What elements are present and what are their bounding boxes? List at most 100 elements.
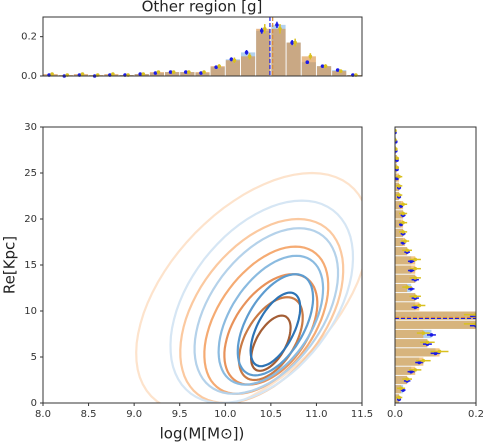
bar (395, 302, 420, 311)
error-bar (409, 294, 421, 299)
y-tick-label: 15 (24, 260, 37, 271)
error-point (417, 360, 422, 365)
error-point (401, 211, 405, 216)
error-point (50, 72, 54, 76)
bar (241, 56, 256, 76)
y-tick-label: 0 (31, 398, 37, 409)
error-point (425, 340, 430, 345)
error-point (229, 57, 234, 62)
error-point (141, 72, 146, 76)
error-point (168, 70, 173, 74)
bar (395, 385, 402, 394)
bar (210, 66, 225, 76)
x-tick-label: 10.0 (214, 409, 236, 420)
error-bar (426, 333, 436, 337)
error-bar (399, 211, 408, 216)
error-bar (156, 70, 161, 74)
x-tick-label: 8.5 (81, 409, 97, 420)
error-bar (395, 193, 403, 197)
error-bar (397, 386, 406, 391)
error-point (397, 395, 401, 400)
error-point (409, 259, 414, 264)
error-point (156, 70, 161, 74)
error-bar (430, 351, 441, 356)
contour-line (236, 273, 315, 377)
error-point (308, 54, 313, 59)
error-bar (409, 276, 421, 280)
y-tick-label: 30 (24, 122, 37, 133)
error-bar (416, 358, 431, 363)
bar (395, 329, 424, 339)
y-tick-label: 25 (24, 168, 37, 179)
x-tick-label: 11.5 (351, 409, 373, 420)
bar (332, 71, 347, 76)
x-tick-label: 9.5 (172, 409, 188, 420)
bar (395, 339, 428, 348)
bar (395, 210, 404, 219)
error-bar (290, 40, 294, 46)
x-tick-label: 0.2 (468, 409, 484, 420)
x-tick-label: 9.0 (126, 409, 142, 420)
contour-line (193, 227, 340, 395)
contour-line (217, 254, 325, 386)
chart-title: Other region [g] (142, 0, 263, 16)
y-axis-label: Re[Kpc] (1, 236, 19, 294)
error-bar (278, 24, 282, 34)
contour-line (223, 273, 319, 386)
bar (149, 72, 164, 76)
bar (395, 375, 408, 385)
error-bar (399, 202, 408, 207)
error-bar (80, 72, 85, 76)
error-point (247, 54, 252, 59)
error-bar (217, 64, 221, 69)
error-bar (232, 57, 237, 64)
bar (180, 72, 195, 76)
error-bar (399, 220, 408, 225)
error-point (232, 58, 237, 63)
bar (395, 311, 476, 320)
error-point (399, 386, 403, 391)
error-bar (50, 72, 54, 76)
bar (395, 274, 416, 283)
error-point (395, 165, 399, 170)
error-point (437, 349, 442, 354)
error-bar (323, 64, 328, 69)
error-point (259, 28, 264, 33)
axes-frame (42, 126, 363, 404)
error-point (413, 276, 418, 280)
bar (395, 283, 408, 293)
error-bar (187, 70, 191, 74)
x-tick-label: 11.0 (305, 409, 327, 420)
error-point (409, 369, 414, 374)
bar (256, 28, 271, 76)
error-bar (199, 71, 203, 75)
main-panel: 0 5 10 15 20 25 30 8.0 8.5 9.0 9.5 10.0 10.5 11.0 11.5 (24, 122, 373, 420)
error-bar (401, 239, 410, 243)
plot-area (395, 128, 476, 403)
error-point (153, 71, 158, 75)
error-bar (171, 70, 176, 74)
bar (395, 366, 416, 375)
contour-line (249, 291, 302, 368)
error-bar (409, 266, 421, 271)
error-bar (168, 70, 173, 74)
error-point (397, 174, 401, 179)
error-bar (335, 68, 340, 72)
error-bar (430, 349, 449, 354)
error-point (395, 147, 398, 151)
error-bar (320, 64, 325, 68)
bar (395, 182, 400, 191)
error-bar (395, 184, 403, 188)
error-bar (409, 257, 421, 262)
error-point (413, 257, 418, 262)
error-point (403, 239, 407, 243)
error-point (323, 64, 328, 68)
error-bar (247, 53, 252, 60)
error-point (409, 287, 414, 291)
error-bar (338, 69, 343, 73)
error-bar (399, 230, 408, 234)
error-bar (407, 268, 415, 273)
y-tick-label: 10 (24, 306, 37, 317)
error-point (262, 27, 267, 31)
error-bar (293, 38, 297, 47)
